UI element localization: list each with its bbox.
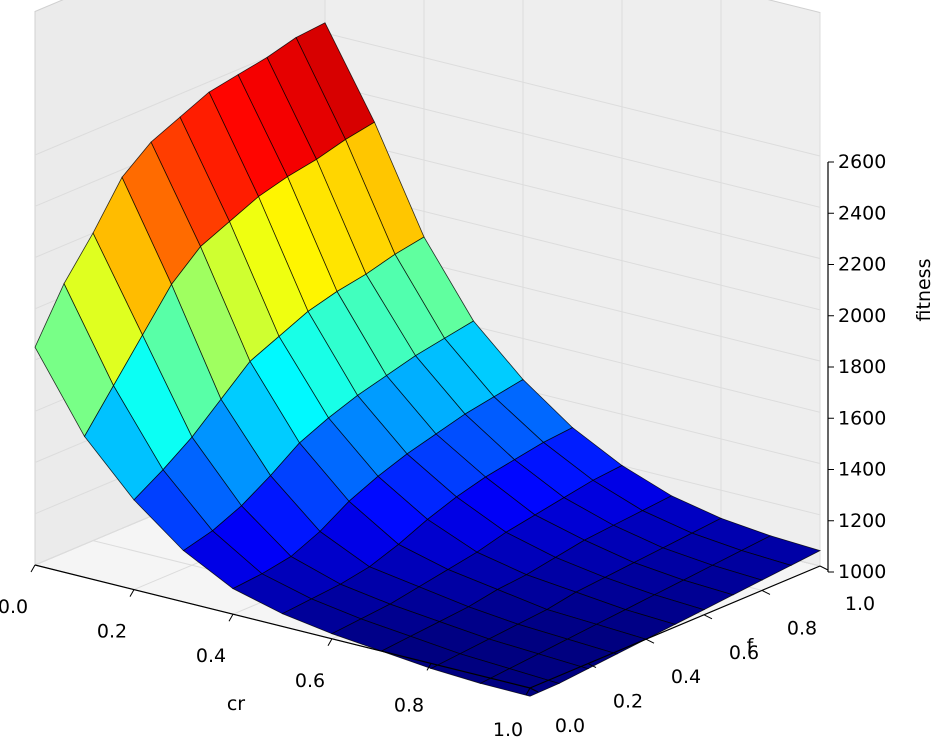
z-tick-label: 2600: [838, 151, 886, 173]
x-axis-label: cr: [227, 693, 245, 715]
x-tick-labels: 0.0 0.2 0.4 0.6 0.8 1.0: [0, 564, 531, 741]
x-tick-mark: [228, 613, 234, 622]
x-tick-label: 0.4: [196, 645, 226, 667]
z-tick-label: 1600: [838, 407, 886, 429]
y-tick-label: 1.0: [845, 593, 875, 615]
y-axis-line: [529, 565, 821, 689]
y-tick-label: 0.2: [613, 691, 643, 713]
surface-facet: [479, 668, 561, 697]
surface-mesh: [34, 22, 822, 697]
z-tick-labels: 1000 1200 1400 1600 1800 2000 2200 2400 2600: [828, 151, 886, 583]
z-tick-label: 1000: [838, 561, 886, 583]
x-tick-mark: [426, 663, 432, 671]
x-tick-label: 1.0: [493, 719, 523, 741]
y-tick-mark: [587, 663, 597, 669]
y-tick-label: 0.6: [729, 642, 759, 664]
z-tick-label: 1200: [838, 510, 886, 532]
x-tick-label: 0.6: [295, 670, 325, 692]
y-tick-label: 0.8: [787, 617, 817, 639]
x-tick-mark: [525, 687, 531, 696]
x-tick-mark: [129, 589, 135, 597]
y-tick-labels: 0.0 0.2 0.4 0.6 0.8 1.0: [529, 565, 875, 737]
z-tick-label: 1800: [838, 356, 886, 378]
x-tick-mark: [30, 564, 36, 573]
z-tick-label: 2000: [838, 305, 886, 327]
x-tick-mark: [327, 638, 333, 647]
x-tick-label: 0.2: [97, 621, 127, 643]
y-tick-mark: [645, 638, 655, 644]
y-tick-label: 0.4: [671, 666, 701, 688]
y-tick-mark: [529, 687, 539, 693]
z-tick-label: 1400: [838, 459, 886, 481]
z-tick-label: 2200: [838, 254, 886, 276]
z-axis-label: fitness: [913, 259, 935, 322]
y-axis-label: f: [747, 635, 755, 657]
x-tick-label: 0.0: [0, 596, 28, 618]
x-tick-label: 0.8: [394, 694, 424, 716]
y-tick-label: 0.0: [555, 715, 585, 737]
z-tick-label: 2400: [838, 202, 886, 224]
x-axis-line: [34, 564, 531, 689]
y-tick-mark: [761, 589, 771, 595]
y-tick-mark: [703, 614, 713, 620]
y-tick-mark: [819, 565, 829, 571]
